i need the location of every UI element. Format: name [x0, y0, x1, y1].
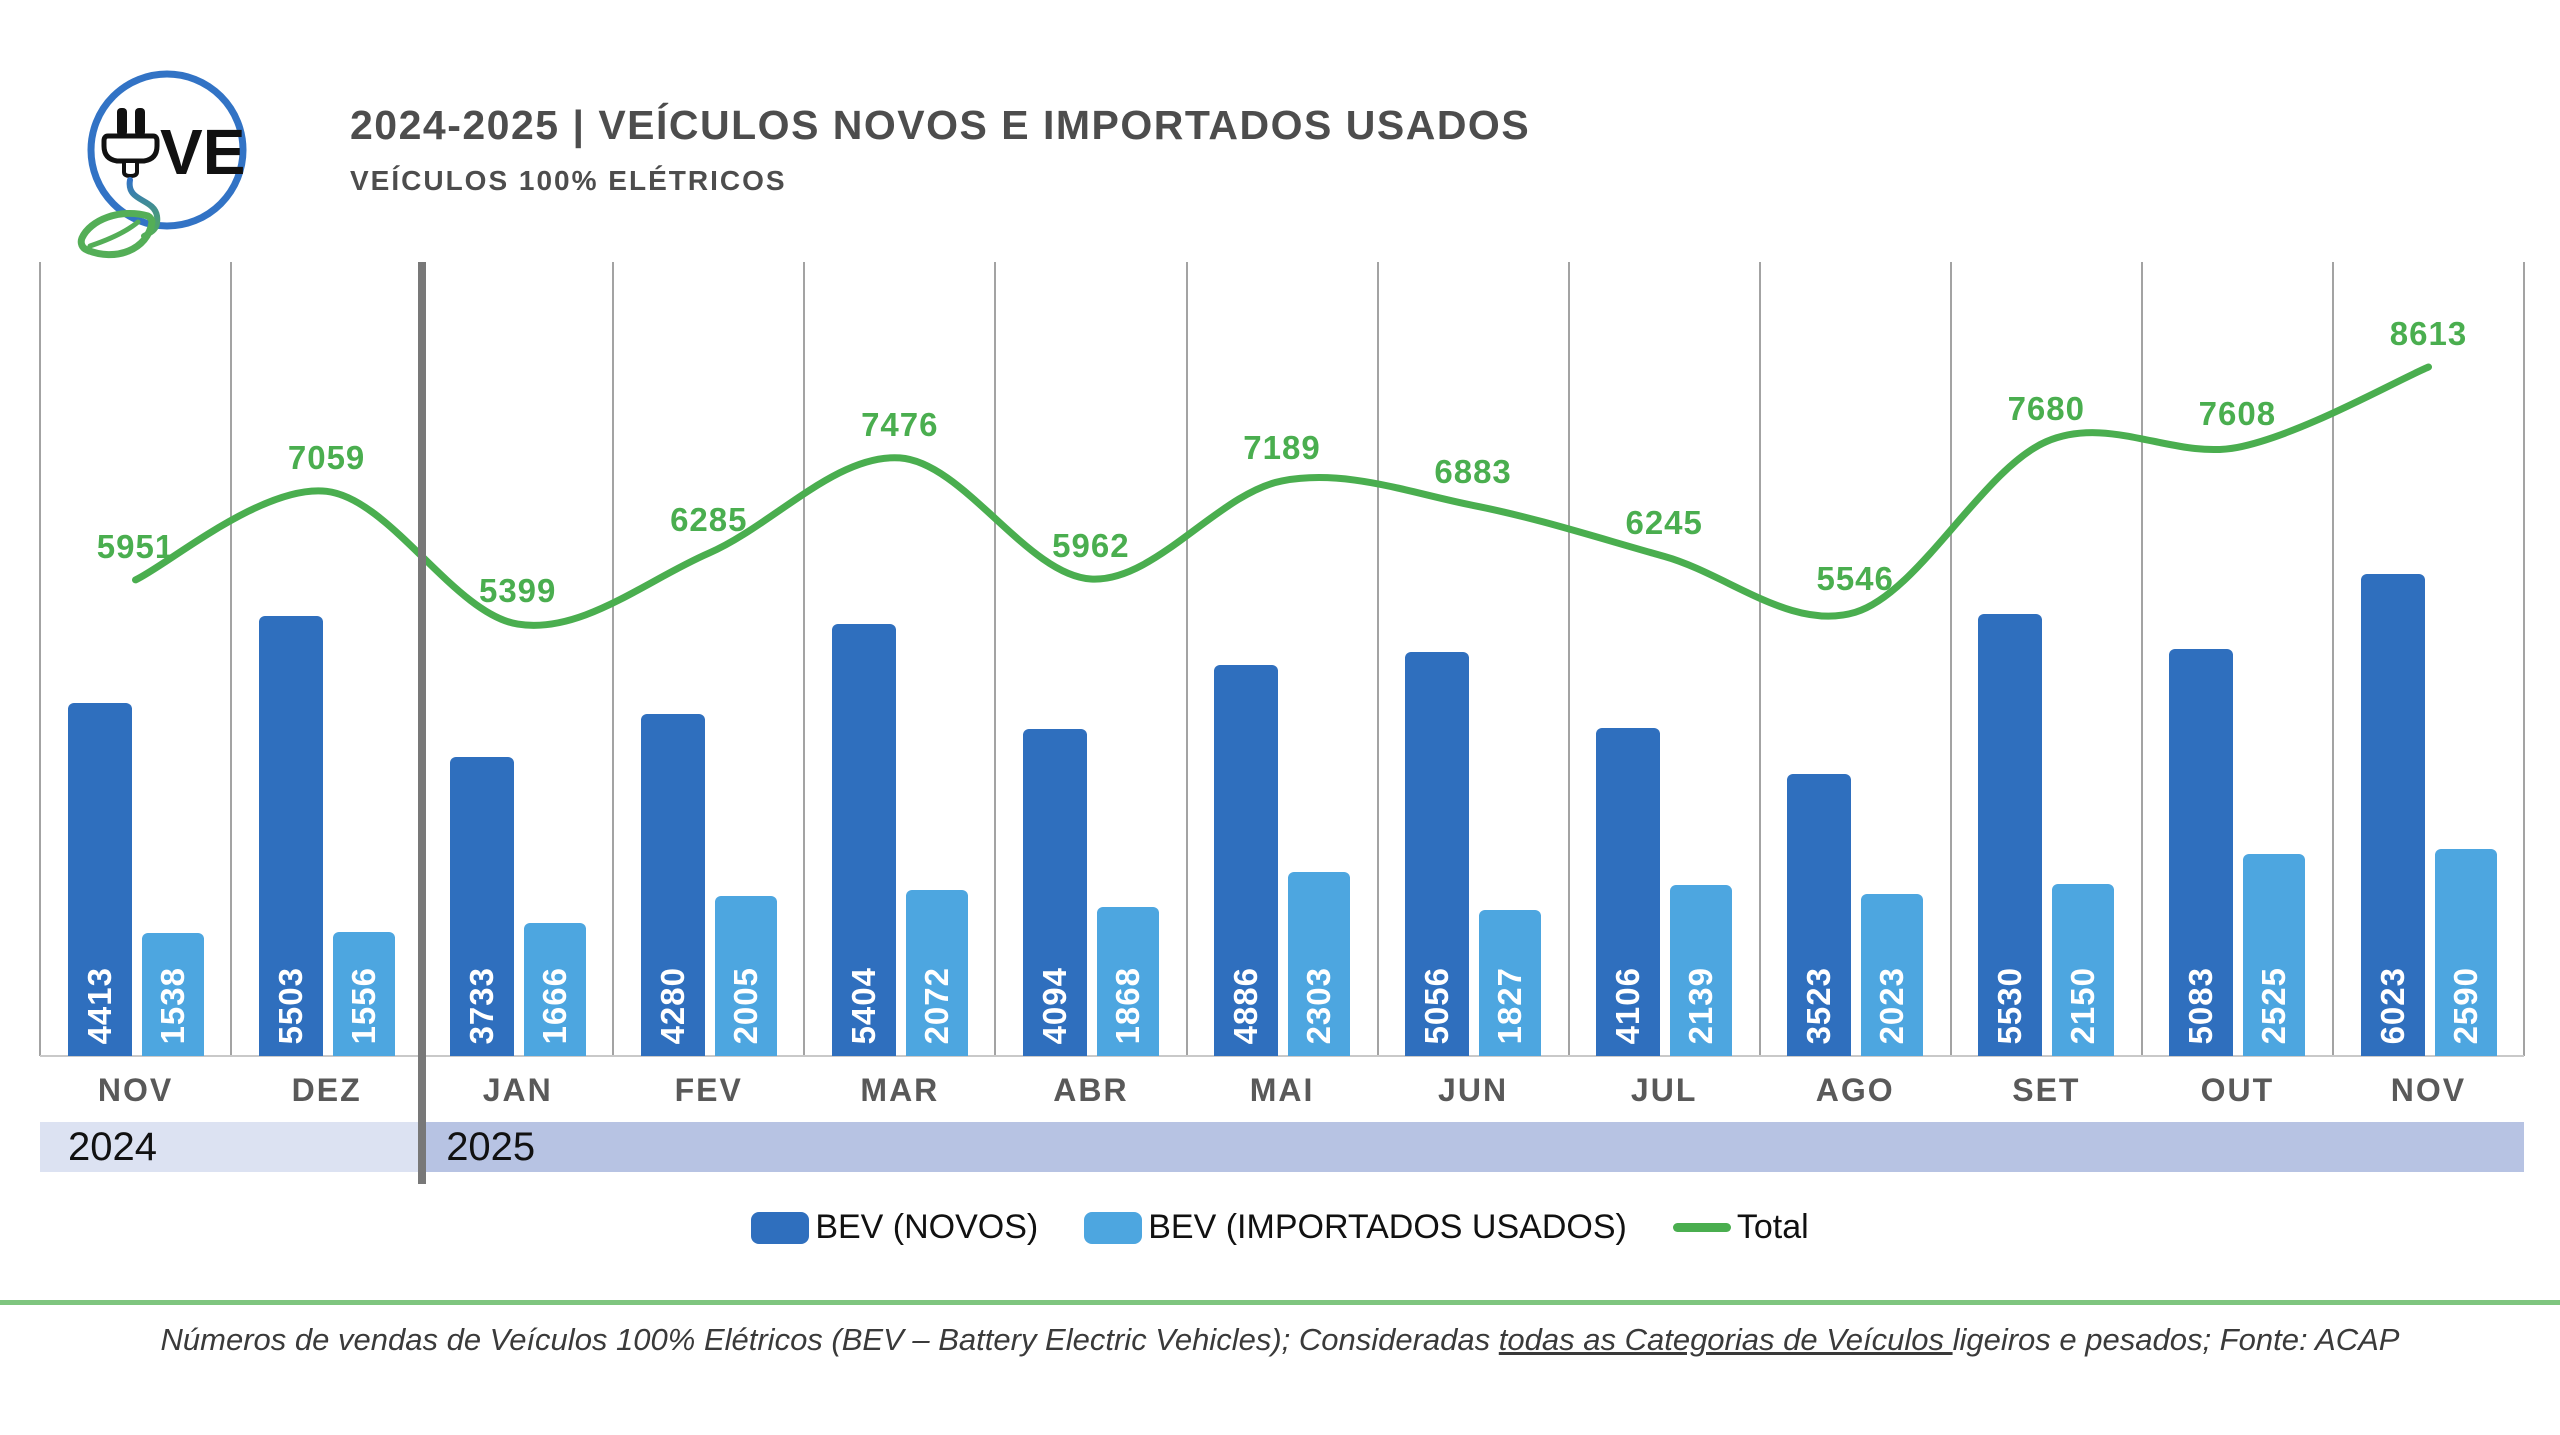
- total-value-label: 6883: [1434, 453, 1512, 491]
- month-gridline: [39, 262, 41, 1056]
- legend-label: Total: [1736, 1208, 1809, 1246]
- bar-bev-importados: 2525: [2243, 854, 2306, 1056]
- legend-line-swatch: [1672, 1223, 1731, 1232]
- year-label: 2024: [68, 1124, 157, 1169]
- month-label-mai: MAI: [1249, 1072, 1315, 1108]
- legend-label: BEV (IMPORTADOS USADOS): [1148, 1208, 1627, 1246]
- month-label-nov: NOV: [97, 1072, 174, 1108]
- legend-label: BEV (NOVOS): [815, 1208, 1039, 1246]
- legend-item-bev-importados-usados-: BEV (IMPORTADOS USADOS): [1084, 1208, 1627, 1247]
- month-gridline: [1949, 262, 1952, 1056]
- chart-legend: BEV (NOVOS) BEV (IMPORTADOS USADOS) Total: [0, 1208, 2560, 1247]
- x-axis-line: [40, 1055, 2524, 1057]
- month-label-set: SET: [2012, 1072, 2081, 1108]
- page-subtitle: VEÍCULOS 100% ELÉTRICOS: [350, 165, 787, 196]
- total-value-label: 5399: [478, 572, 557, 610]
- total-value-label: 7189: [1243, 428, 1321, 466]
- month-gridline: [612, 262, 615, 1056]
- total-value-label: 5546: [1816, 560, 1894, 598]
- bar-bev-novos: 4280: [640, 713, 705, 1056]
- month-gridline: [2523, 262, 2525, 1056]
- year-divider-line: [418, 262, 427, 1184]
- month-gridline: [2331, 262, 2334, 1056]
- title-block: 2024-2025 | VEÍCULOS NOVOS E IMPORTADOS …: [350, 102, 1530, 197]
- bar-bev-importados: 1868: [1096, 906, 1159, 1056]
- logo-text-ve: VE: [160, 116, 245, 188]
- total-value-label: 7608: [2198, 395, 2277, 433]
- bar-bev-novos: 4106: [1596, 727, 1661, 1056]
- footer-note-underlined: todas as Categorias de Veículos: [1498, 1322, 1953, 1357]
- total-value-label: 5951: [96, 527, 175, 565]
- month-label-fev: FEV: [674, 1072, 743, 1108]
- bar-bev-importados: 2590: [2434, 848, 2497, 1056]
- month-gridline: [803, 262, 806, 1056]
- page-title: 2024-2025 | VEÍCULOS NOVOS E IMPORTADOS …: [350, 102, 1531, 148]
- total-value-label: 8613: [2389, 315, 2468, 352]
- total-value-label: 7059: [287, 439, 366, 477]
- total-value-label: 6285: [670, 501, 748, 539]
- footer-note: Números de vendas de Veículos 100% Elétr…: [0, 1322, 2560, 1358]
- legend-item-bev-novos-: BEV (NOVOS): [751, 1208, 1038, 1247]
- bar-bev-novos: 5083: [2169, 649, 2234, 1056]
- total-line-svg: [132, 363, 2432, 629]
- month-gridline: [1185, 262, 1188, 1056]
- bar-bev-novos: 4094: [1022, 728, 1087, 1056]
- bar-bev-importados: 2139: [1670, 884, 1733, 1056]
- legend-color-swatch: [1084, 1211, 1143, 1244]
- month-gridline: [1567, 262, 1570, 1056]
- plug-icon: [101, 108, 160, 179]
- bar-bev-importados: 2150: [2052, 884, 2115, 1056]
- month-label-jan: JAN: [482, 1072, 553, 1108]
- bar-bev-novos: 3733: [449, 757, 514, 1056]
- bar-bev-importados: 1538: [141, 933, 204, 1056]
- month-gridline: [230, 262, 233, 1056]
- month-gridline: [1376, 262, 1379, 1056]
- total-value-label: 7680: [2007, 389, 2085, 427]
- bar-bev-importados: 1666: [523, 922, 586, 1056]
- bar-bev-importados: 2005: [714, 895, 777, 1056]
- month-label-jun: JUN: [1438, 1072, 1509, 1108]
- bar-bev-novos: 5404: [831, 623, 896, 1056]
- year-band-2025: 2025: [422, 1122, 2524, 1172]
- year-label: 2025: [446, 1124, 536, 1169]
- legend-item-total: Total: [1672, 1208, 1809, 1247]
- month-gridline: [994, 262, 997, 1056]
- month-label-dez: DEZ: [291, 1072, 362, 1108]
- bar-bev-novos: 5503: [258, 615, 323, 1056]
- bar-bev-importados: 2023: [1861, 894, 1924, 1056]
- uve-logo: VE: [77, 70, 247, 259]
- bar-bev-importados: 1556: [332, 931, 395, 1056]
- total-value-label: 7476: [861, 405, 939, 443]
- total-value-label: 5962: [1052, 527, 1130, 564]
- month-gridline: [1758, 262, 1761, 1056]
- footer-separator-line: [0, 1300, 2560, 1305]
- logo-circle: [87, 70, 247, 230]
- bar-bev-importados: 1827: [1479, 909, 1542, 1056]
- month-label-abr: ABR: [1053, 1072, 1129, 1108]
- month-label-mar: MAR: [860, 1072, 940, 1108]
- month-gridline: [2140, 262, 2143, 1056]
- year-band-2024: 2024: [40, 1122, 423, 1172]
- month-label-ago: AGO: [1815, 1072, 1895, 1108]
- total-value-label: 6245: [1625, 504, 1703, 542]
- bar-bev-novos: 6023: [2360, 574, 2425, 1056]
- leaf-icon: [77, 209, 156, 259]
- bar-bev-novos: 5530: [1978, 613, 2043, 1056]
- bar-bev-novos: 5056: [1405, 651, 1470, 1056]
- bar-bev-novos: 3523: [1787, 774, 1852, 1056]
- total-line-path: [132, 363, 2432, 629]
- footer-note-suffix: ligeiros e pesados; Fonte: ACAP: [1952, 1322, 2400, 1357]
- bar-bev-novos: 4886: [1214, 665, 1278, 1056]
- footer-note-prefix: Números de vendas de Veículos 100% Elétr…: [160, 1322, 1499, 1357]
- bar-bev-importados: 2303: [1288, 871, 1350, 1056]
- month-label-nov: NOV: [2390, 1072, 2467, 1108]
- month-label-out: OUT: [2200, 1072, 2275, 1108]
- bar-bev-importados: 2072: [905, 890, 968, 1056]
- bar-bev-novos: 4413: [67, 703, 132, 1056]
- legend-color-swatch: [751, 1211, 810, 1244]
- month-label-jul: JUL: [1630, 1072, 1698, 1108]
